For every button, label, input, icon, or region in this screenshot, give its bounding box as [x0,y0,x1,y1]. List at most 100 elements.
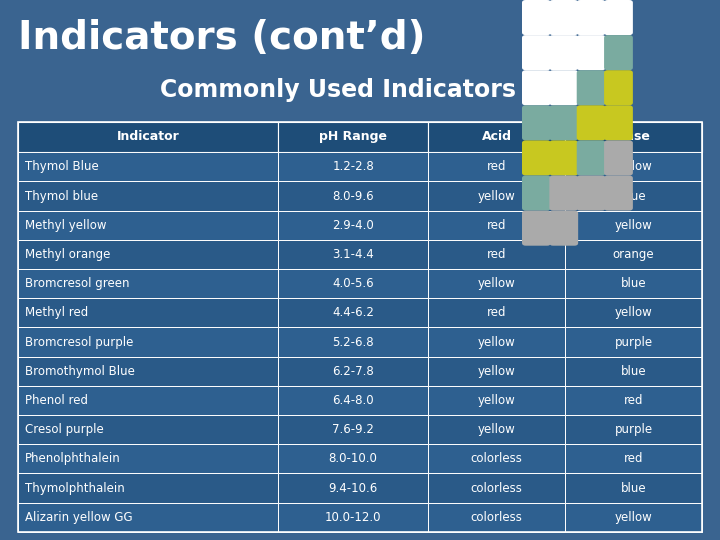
Bar [565,152,702,181]
Text: Alizarin yellow GG: Alizarin yellow GG [25,511,132,524]
Text: 5.2-6.8: 5.2-6.8 [333,335,374,349]
FancyBboxPatch shape [604,176,633,211]
Bar [18,474,278,503]
Bar [278,444,428,474]
Text: Thymol Blue: Thymol Blue [25,160,99,173]
FancyBboxPatch shape [577,35,606,70]
FancyBboxPatch shape [549,176,578,211]
Bar [428,327,565,357]
Text: colorless: colorless [471,453,523,465]
Text: colorless: colorless [471,511,523,524]
Bar [428,298,565,327]
Text: 10.0-12.0: 10.0-12.0 [325,511,382,524]
Bar [278,357,428,386]
Bar [428,474,565,503]
Bar [565,240,702,269]
Bar [18,298,278,327]
Bar [278,211,428,240]
Text: yellow: yellow [478,365,516,378]
Text: 6.4-8.0: 6.4-8.0 [333,394,374,407]
Bar [428,386,565,415]
FancyBboxPatch shape [549,35,578,70]
FancyBboxPatch shape [604,140,633,176]
Bar [565,122,702,152]
Bar [428,152,565,181]
Text: colorless: colorless [471,482,523,495]
Text: blue: blue [621,482,647,495]
Bar [18,122,702,532]
FancyBboxPatch shape [577,0,606,35]
Text: Cresol purple: Cresol purple [25,423,104,436]
Text: 7.6-9.2: 7.6-9.2 [332,423,374,436]
Text: blue: blue [621,277,647,290]
Bar [18,269,278,298]
Text: pH Range: pH Range [319,130,387,144]
Bar [278,503,428,532]
Text: yellow: yellow [478,335,516,349]
Bar [18,152,278,181]
Text: red: red [487,306,507,319]
Bar [278,415,428,444]
Bar [565,211,702,240]
Text: Thymolphthalein: Thymolphthalein [25,482,125,495]
Bar [428,181,565,211]
Text: yellow: yellow [478,423,516,436]
Text: Commonly Used Indicators: Commonly Used Indicators [161,78,516,102]
Bar [18,327,278,357]
Text: 2.9-4.0: 2.9-4.0 [333,219,374,232]
Text: yellow: yellow [615,160,652,173]
Text: 1.2-2.8: 1.2-2.8 [333,160,374,173]
Bar [428,240,565,269]
FancyBboxPatch shape [577,140,606,176]
Text: red: red [624,394,644,407]
Text: Base: Base [616,130,651,144]
FancyBboxPatch shape [522,70,551,105]
Bar [18,240,278,269]
Text: yellow: yellow [478,394,516,407]
Text: Methyl red: Methyl red [25,306,89,319]
Text: Indicator: Indicator [117,130,179,144]
Bar [18,503,278,532]
Text: yellow: yellow [478,277,516,290]
Text: Phenol red: Phenol red [25,394,89,407]
Text: blue: blue [621,190,647,202]
Text: red: red [487,248,507,261]
FancyBboxPatch shape [522,0,551,35]
FancyBboxPatch shape [549,70,578,105]
Text: Phenolphthalein: Phenolphthalein [25,453,121,465]
Bar [18,415,278,444]
Text: Methyl yellow: Methyl yellow [25,219,107,232]
FancyBboxPatch shape [577,176,606,211]
Text: Acid: Acid [482,130,512,144]
FancyBboxPatch shape [522,211,551,246]
Text: purple: purple [615,423,652,436]
Text: 9.4-10.6: 9.4-10.6 [328,482,378,495]
Text: Bromothymol Blue: Bromothymol Blue [25,365,135,378]
Bar [278,298,428,327]
FancyBboxPatch shape [549,0,578,35]
Bar [565,415,702,444]
FancyBboxPatch shape [577,105,606,140]
Text: Bromcresol purple: Bromcresol purple [25,335,134,349]
Bar [565,327,702,357]
Bar [278,474,428,503]
FancyBboxPatch shape [549,211,578,246]
Bar [278,122,428,152]
Text: Methyl orange: Methyl orange [25,248,111,261]
Bar [18,386,278,415]
FancyBboxPatch shape [522,140,551,176]
Text: 6.2-7.8: 6.2-7.8 [333,365,374,378]
FancyBboxPatch shape [577,70,606,105]
FancyBboxPatch shape [604,0,633,35]
Bar [565,503,702,532]
Bar [18,211,278,240]
Bar [428,122,565,152]
Bar [278,269,428,298]
Text: 8.0-9.6: 8.0-9.6 [333,190,374,202]
Bar [428,211,565,240]
Bar [565,474,702,503]
Bar [565,298,702,327]
Bar [18,357,278,386]
FancyBboxPatch shape [522,35,551,70]
Text: yellow: yellow [615,219,652,232]
